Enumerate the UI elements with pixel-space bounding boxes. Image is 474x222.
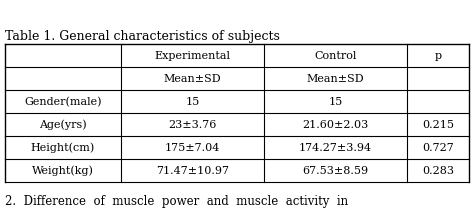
Text: 175±7.04: 175±7.04 [165,143,220,153]
Text: 0.215: 0.215 [422,120,454,130]
Text: Mean±SD: Mean±SD [307,74,365,84]
Text: Weight(kg): Weight(kg) [32,165,94,176]
Text: Experimental: Experimental [155,51,230,61]
Text: 2.  Difference  of  muscle  power  and  muscle  activity  in: 2. Difference of muscle power and muscle… [5,195,348,208]
Text: 0.727: 0.727 [422,143,454,153]
Text: 0.283: 0.283 [422,166,454,176]
Text: 23±3.76: 23±3.76 [168,120,217,130]
Text: 67.53±8.59: 67.53±8.59 [302,166,369,176]
Text: Age(yrs): Age(yrs) [39,119,87,130]
Text: Control: Control [314,51,357,61]
Text: 15: 15 [328,97,343,107]
Text: 21.60±2.03: 21.60±2.03 [302,120,369,130]
Text: 15: 15 [185,97,200,107]
Text: Table 1. General characteristics of subjects: Table 1. General characteristics of subj… [5,30,280,43]
Text: 174.27±3.94: 174.27±3.94 [299,143,372,153]
Text: Height(cm): Height(cm) [31,142,95,153]
Text: 71.47±10.97: 71.47±10.97 [156,166,229,176]
Text: Mean±SD: Mean±SD [164,74,221,84]
Text: Gender(male): Gender(male) [24,97,101,107]
Text: p: p [435,51,442,61]
